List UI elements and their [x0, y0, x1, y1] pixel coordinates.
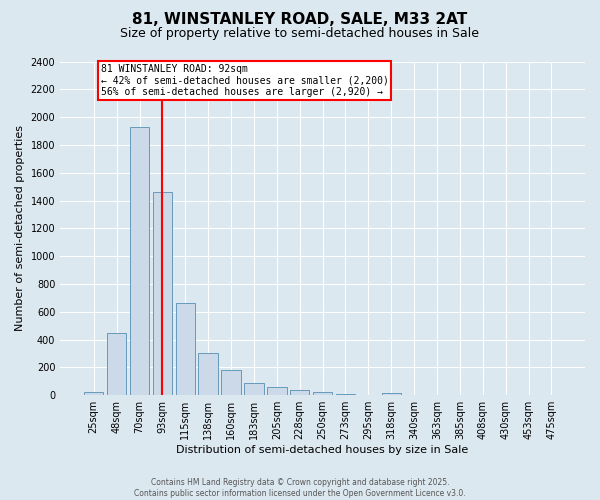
Bar — [244, 382, 263, 395]
Bar — [336, 394, 355, 395]
Text: Contains HM Land Registry data © Crown copyright and database right 2025.
Contai: Contains HM Land Registry data © Crown c… — [134, 478, 466, 498]
Text: 81 WINSTANLEY ROAD: 92sqm
← 42% of semi-detached houses are smaller (2,200)
56% : 81 WINSTANLEY ROAD: 92sqm ← 42% of semi-… — [101, 64, 388, 98]
Text: Size of property relative to semi-detached houses in Sale: Size of property relative to semi-detach… — [121, 28, 479, 40]
Bar — [199, 353, 218, 395]
Bar — [267, 387, 287, 395]
Bar — [359, 394, 378, 395]
Bar — [130, 127, 149, 395]
Bar — [290, 390, 310, 395]
Bar — [84, 392, 103, 395]
Y-axis label: Number of semi-detached properties: Number of semi-detached properties — [15, 126, 25, 332]
Bar — [313, 392, 332, 395]
Bar — [382, 392, 401, 395]
Bar — [176, 302, 195, 395]
Text: 81, WINSTANLEY ROAD, SALE, M33 2AT: 81, WINSTANLEY ROAD, SALE, M33 2AT — [133, 12, 467, 28]
Bar — [152, 192, 172, 395]
X-axis label: Distribution of semi-detached houses by size in Sale: Distribution of semi-detached houses by … — [176, 445, 469, 455]
Bar — [221, 370, 241, 395]
Bar — [107, 332, 127, 395]
